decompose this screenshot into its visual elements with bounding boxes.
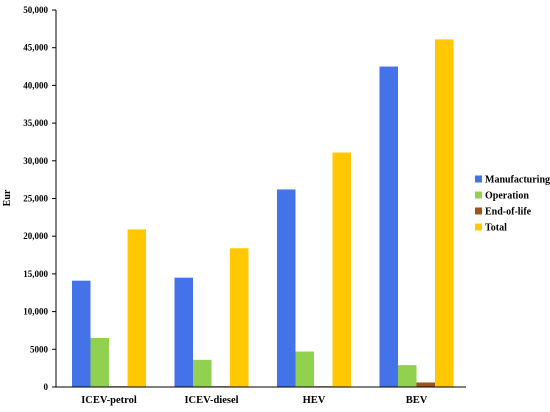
x-tick-label: HEV: [303, 395, 326, 406]
bar-operation-icev-petrol: [90, 337, 109, 387]
x-tick-label: ICEV-petrol: [81, 395, 137, 406]
y-tick-label: 40,000: [23, 80, 48, 90]
y-tick-label: 15,000: [23, 269, 48, 279]
legend-label: Operation: [485, 191, 529, 202]
legend: Manufacturing Operation End-of-life Total: [475, 175, 550, 234]
bar-manufacturing-bev: [379, 66, 398, 388]
y-axis: 0 5000 10,000 15,000 20,000 25,000 30,000 35,00…: [23, 5, 57, 392]
bar-end-of-life-bev: [416, 382, 435, 387]
x-tick-label: ICEV-diesel: [184, 395, 238, 406]
y-tick-label: 5000: [30, 344, 49, 354]
legend-swatch: [475, 223, 482, 231]
legend-label: Manufacturing: [485, 175, 550, 186]
bar-total-icev-diesel: [230, 248, 249, 387]
bar-operation-hev: [295, 351, 314, 387]
bar-total-bev: [435, 39, 454, 387]
y-axis-title: Eur: [2, 189, 13, 206]
y-tick-label: 0: [44, 382, 49, 392]
y-tick-label: 45,000: [23, 43, 48, 53]
bar-total-hev: [332, 152, 351, 387]
y-tick-label: 20,000: [23, 231, 48, 241]
legend-swatch: [475, 191, 482, 199]
legend-swatch: [475, 175, 482, 183]
y-tick-label: 30,000: [23, 156, 48, 166]
x-axis: ICEV-petrol ICEV-diesel HEV BEV: [56, 386, 466, 406]
y-tick-label: 10,000: [23, 307, 48, 317]
legend-label: Total: [485, 223, 507, 234]
y-tick-label: 35,000: [23, 118, 48, 128]
bar-manufacturing-icev-diesel: [174, 277, 193, 387]
bar-manufacturing-hev: [277, 189, 296, 387]
bar-operation-icev-diesel: [193, 359, 212, 387]
legend-label: End-of-life: [485, 207, 532, 218]
y-tick-label: 25,000: [23, 194, 48, 204]
bars: [72, 39, 454, 388]
x-tick-label: BEV: [406, 395, 428, 406]
legend-swatch: [475, 207, 482, 215]
bar-operation-bev: [398, 365, 417, 387]
bar-total-icev-petrol: [127, 229, 146, 387]
y-tick-label: 50,000: [23, 5, 48, 15]
bar-manufacturing-icev-petrol: [72, 280, 91, 387]
